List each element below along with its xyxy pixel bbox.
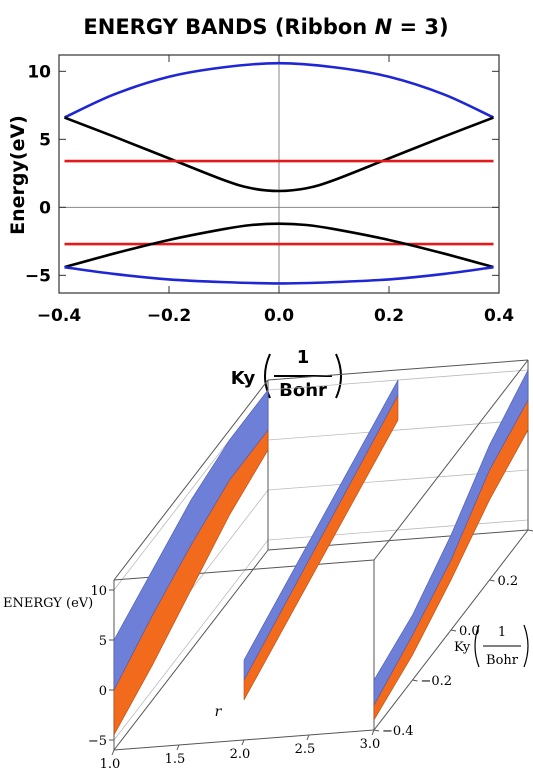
x-tick-label: −0.2 — [147, 306, 191, 326]
ky-tick-mark — [450, 629, 457, 632]
energy-tick-label: 10 — [90, 584, 107, 599]
surface-upper-0 — [113, 389, 269, 691]
x-axis-label-num: 1 — [297, 347, 310, 368]
r-tick-mark — [241, 739, 245, 746]
chart-title-main: ENERGY BANDS (Ribbon — [83, 15, 374, 39]
back-grid-line — [267, 519, 529, 541]
axes — [59, 55, 499, 293]
y-tick-label: 5 — [39, 130, 51, 150]
ky-tick-mark — [489, 579, 495, 582]
y-axis-label: Energy(eV) — [7, 115, 29, 235]
r-tick-label: 2.5 — [295, 742, 316, 757]
ky-axis-label-paren-right — [523, 624, 529, 668]
band-line-0 — [63, 61, 495, 119]
box-edge — [267, 359, 529, 381]
y-tick-label: −5 — [25, 266, 51, 286]
chart-title-eq: = 3) — [392, 15, 448, 39]
ky-tick-label: −0.2 — [421, 674, 453, 689]
ky-tick-mark — [527, 529, 533, 532]
ticks: −0.4 −0.2 0.0 0.2 0.4 −5 0 5 10 — [25, 55, 514, 326]
chart-title-var: N — [375, 15, 393, 39]
energy-tick-label: −5 — [88, 734, 107, 749]
r-tick-label: 1.5 — [165, 752, 186, 767]
band-line-5 — [64, 265, 494, 285]
r-tick-mark — [111, 749, 115, 756]
series-group — [63, 61, 495, 285]
x-axis-label-den: Bohr — [279, 380, 327, 401]
ky-tick-mark — [412, 679, 418, 682]
ky-axis-label-main: Ky — [454, 640, 471, 655]
ky-tick-label: −0.4 — [382, 724, 414, 739]
ky-axis-label-den: Bohr — [486, 653, 519, 668]
surface-upper-2 — [373, 369, 529, 706]
energy-tick-label: 0 — [99, 684, 107, 699]
ky-axis-label-paren-left — [474, 624, 480, 668]
x-axis-label-paren-left — [264, 353, 271, 399]
box-edge — [113, 379, 269, 581]
back-grid-line — [267, 419, 529, 441]
r-tick-label: 2.0 — [230, 747, 251, 762]
ky-tick-label: 0.0 — [459, 624, 480, 639]
surfaces-group — [113, 369, 529, 736]
energy-tick-label: 5 — [99, 634, 107, 649]
band-line-4 — [64, 222, 494, 269]
chart-title: ENERGY BANDS (Ribbon N = 3) — [83, 15, 448, 39]
band-chart: ENERGY BANDS (Ribbon N = 3) −0.4 −0.2 0.0 0… — [7, 15, 514, 401]
r-tick-label: 1.0 — [100, 757, 121, 769]
ky-axis-label-num: 1 — [498, 625, 506, 640]
ky-axis-label: Ky 1 Bohr — [454, 624, 529, 668]
x-tick-label: 0.2 — [374, 306, 404, 326]
r-axis-label: r — [215, 704, 223, 720]
y-tick-label: 10 — [27, 62, 51, 82]
x-axis-label-main: Ky — [231, 368, 256, 389]
box-edge — [113, 549, 269, 751]
r-tick-label: 3.0 — [360, 737, 381, 752]
x-tick-label: −0.4 — [37, 306, 82, 326]
z-axis-label: ENERGY (eV) — [3, 596, 93, 611]
y-tick-label: 0 — [39, 198, 51, 218]
x-tick-label: 0.0 — [264, 306, 294, 326]
band-line-1 — [64, 116, 494, 193]
r-tick-mark — [371, 729, 375, 736]
r-tick-mark — [176, 744, 180, 751]
x-tick-label: 0.4 — [484, 306, 514, 326]
side-grid-line — [113, 539, 269, 741]
r-tick-mark — [306, 734, 310, 741]
x-axis-label: Ky 1 Bohr — [231, 347, 342, 401]
surface-upper-1 — [243, 379, 399, 681]
x-axis-label-paren-right — [335, 353, 342, 399]
box-edge — [373, 359, 529, 561]
ky-tick-mark — [373, 729, 380, 732]
ky-tick-label: 0.2 — [498, 574, 519, 589]
